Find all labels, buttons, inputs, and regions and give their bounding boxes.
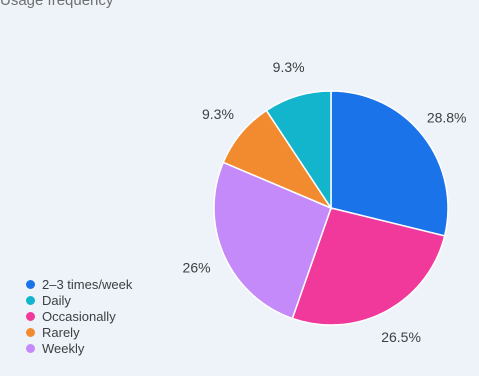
slice-label-weekly: 26% [183,259,211,275]
slice-label-daily: 9.3% [273,59,305,75]
legend-item-rarely[interactable]: Rarely [26,324,132,340]
chart-title: Usage frequency [0,0,114,9]
legend-swatch-2-3-times-week [26,279,35,289]
legend-item-daily[interactable]: Daily [26,292,132,308]
legend-label-daily: Daily [42,292,71,308]
legend-item-2-3-times-week[interactable]: 2–3 times/week [26,276,132,292]
legend-swatch-daily [26,295,35,305]
legend-swatch-weekly [26,343,35,353]
legend-swatch-occasionally [26,311,35,321]
legend-item-occasionally[interactable]: Occasionally [26,308,132,324]
pie-slice-daily[interactable] [265,90,332,211]
chart-legend: 2–3 times/week Daily Occasionally Rarely… [26,276,132,356]
legend-label-2-3-times-week: 2–3 times/week [42,276,133,292]
pie-slice-weekly[interactable] [213,161,332,320]
slice-label-rarely: 9.3% [202,106,234,122]
pie-slice-occasionally[interactable] [291,207,446,326]
pie-slice-2-3-times-week[interactable] [330,90,449,237]
legend-label-occasionally: Occasionally [42,308,116,324]
slice-label-2-3-times-week: 28.8% [427,109,467,125]
legend-label-weekly: Weekly [42,340,85,356]
legend-label-rarely: Rarely [42,324,80,340]
slice-label-occasionally: 26.5% [381,329,421,345]
legend-item-weekly[interactable]: Weekly [26,340,132,356]
legend-swatch-rarely [26,327,35,337]
